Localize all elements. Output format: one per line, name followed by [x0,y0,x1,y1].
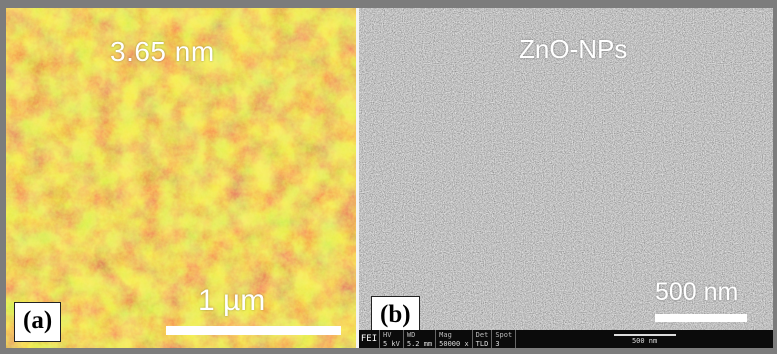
info-header: HV [383,331,392,339]
afm-texture [6,8,356,348]
info-cell-mag: Mag 50000 x [436,330,473,348]
info-value: 5 kV [383,340,400,348]
scale-bar-label: 1 µm [198,284,266,317]
info-value: 5.2 mm [406,340,433,348]
material-label: ZnO-NPs [519,34,628,64]
info-header: WD [406,331,416,339]
info-header: Mag [439,331,452,339]
info-cell-spot: Spot 3 [492,330,517,348]
info-value: 3 [495,340,500,348]
info-scale-label: 500 nm [631,336,658,345]
scale-bar-label: 500 nm [655,278,739,306]
info-cell-det: Det TLD [473,330,493,348]
afm-panel: 3.65 nm 1 µm (a) [6,8,356,348]
sem-info-bar: FEI HV 5 kV WD 5.2 mm Mag 50000 x Det TL… [359,330,773,348]
panel-divider [356,8,359,348]
info-value: 50000 x [439,340,469,348]
sem-panel: ZnO-NPs 500 nm (b) FEI HV 5 kV WD 5.2 mm… [359,8,773,348]
info-header: Spot [495,331,513,339]
info-scale: 500 nm [516,330,773,348]
scale-bar [166,326,341,335]
info-cell-hv: HV 5 kV [380,330,404,348]
info-header: Det [475,331,489,339]
height-scale-label: 3.65 nm [110,36,215,67]
panel-tag-b: (b) [371,296,420,336]
info-value: TLD [475,340,489,348]
info-scale-bar [613,333,676,336]
info-cell-wd: WD 5.2 mm [404,330,437,348]
panel-tag-a: (a) [14,302,62,342]
sem-texture [359,8,773,348]
fei-logo: FEI [359,330,380,348]
scale-bar [655,314,747,322]
